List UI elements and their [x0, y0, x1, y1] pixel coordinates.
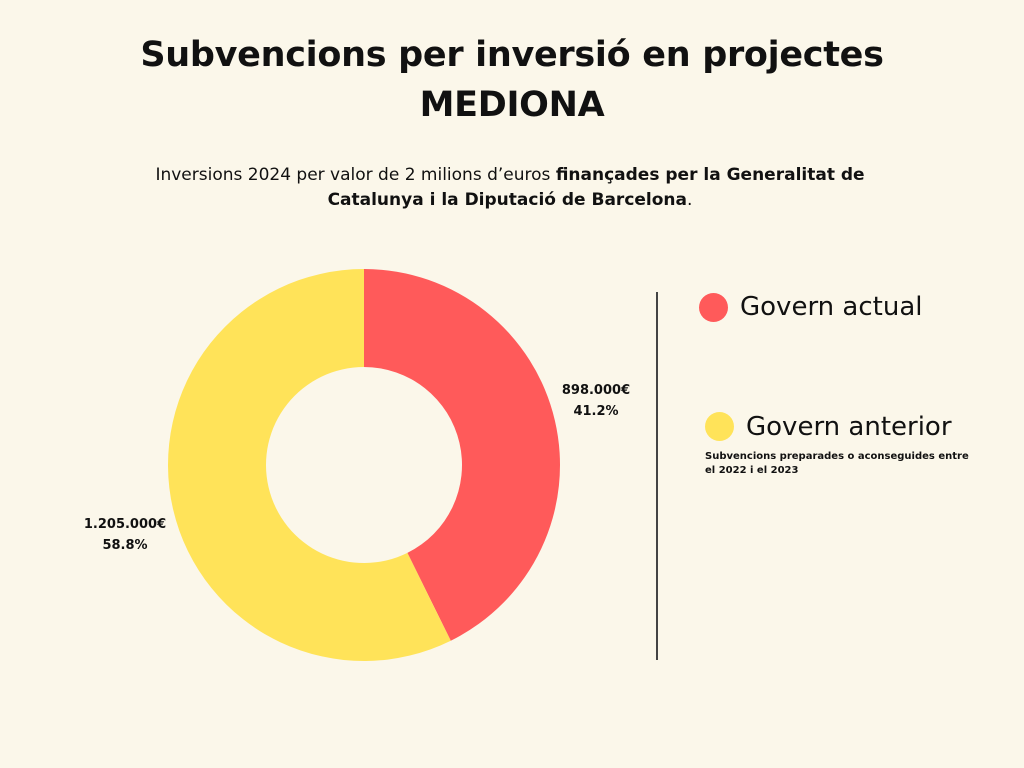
- slice-value-label-govern-actual: 898.000€: [561, 383, 631, 398]
- chart-title-line-1: Subvencions per inversió en projectes: [140, 35, 884, 75]
- chart-title: Subvencions per inversió en projectes ME…: [0, 30, 1024, 130]
- subtitle-end: .: [687, 190, 693, 210]
- legend-label-govern-anterior: Govern anterior: [746, 412, 952, 442]
- slice-label-govern-actual: 898.000€ 41.2%: [536, 380, 656, 422]
- slice-value-label-govern-anterior: 1.205.000€: [83, 517, 167, 532]
- legend-swatch-govern-anterior: [705, 412, 734, 441]
- donut-slice-govern-anterior: [168, 269, 451, 662]
- donut-slice-govern-actual: [364, 269, 560, 641]
- legend-swatch-govern-actual: [699, 293, 728, 322]
- slice-percent-label-govern-actual: 41.2%: [573, 404, 619, 419]
- legend-label-govern-actual: Govern actual: [740, 292, 923, 322]
- slice-label-govern-anterior: 1.205.000€ 58.8%: [65, 514, 185, 556]
- legend-note: Subvencions preparades o aconseguides en…: [705, 451, 969, 476]
- subtitle-text: Inversions 2024 per valor de 2 milions d…: [155, 165, 556, 185]
- subtitle-bold-text: finançades per la Generalitat de Catalun…: [327, 165, 865, 210]
- chart-title-line-2: MEDIONA: [419, 85, 605, 125]
- slice-percent-label-govern-anterior: 58.8%: [102, 538, 148, 553]
- chart-subtitle: Inversions 2024 per valor de 2 milions d…: [150, 163, 870, 213]
- divider-line: [656, 292, 658, 660]
